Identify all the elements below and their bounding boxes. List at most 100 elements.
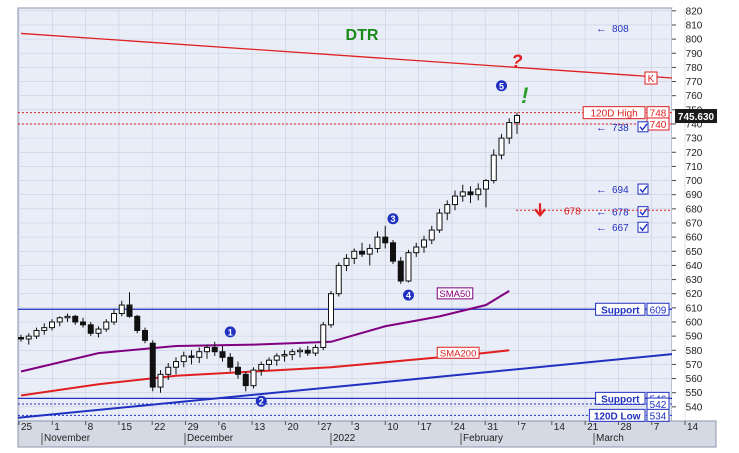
candle bbox=[173, 357, 179, 375]
plot-background bbox=[17, 7, 673, 422]
y-tick-label: 670 bbox=[686, 218, 703, 229]
candle bbox=[64, 313, 71, 322]
price-marker: ← 678 bbox=[596, 206, 649, 219]
y-tick-label: 640 bbox=[686, 261, 703, 272]
candle bbox=[111, 309, 117, 325]
level-value-box: 740 bbox=[646, 117, 670, 131]
level-label: 120D Low bbox=[588, 408, 646, 422]
candle bbox=[235, 361, 241, 379]
candle bbox=[118, 300, 125, 317]
svg-text:2: 2 bbox=[259, 397, 264, 407]
candle bbox=[312, 344, 319, 356]
candle bbox=[18, 334, 24, 342]
candle bbox=[366, 244, 373, 266]
svg-text:609: 609 bbox=[650, 305, 667, 316]
svg-text:738: 738 bbox=[612, 123, 629, 134]
svg-text:SMA200: SMA200 bbox=[440, 348, 476, 359]
candle bbox=[95, 326, 102, 338]
y-tick-label: 550 bbox=[686, 388, 703, 399]
y-tick-label: 630 bbox=[686, 275, 703, 286]
x-tick-label: 8 bbox=[88, 422, 94, 433]
candle bbox=[343, 254, 350, 272]
y-tick-label: 540 bbox=[686, 402, 703, 413]
svg-text:5: 5 bbox=[499, 81, 504, 91]
candle bbox=[413, 242, 420, 257]
y-tick-label: 680 bbox=[686, 204, 703, 215]
svg-text:808: 808 bbox=[612, 24, 629, 35]
trendline bbox=[20, 32, 673, 79]
down-arrow-icon bbox=[534, 203, 546, 217]
candle bbox=[335, 262, 342, 297]
y-tick-label: 820 bbox=[686, 6, 703, 17]
month-label: November bbox=[44, 433, 91, 444]
candle bbox=[188, 350, 195, 365]
candle bbox=[506, 118, 513, 144]
trendline-label: K bbox=[644, 71, 658, 85]
month-label: 2022 bbox=[333, 433, 356, 444]
svg-text:3: 3 bbox=[390, 214, 395, 224]
candle bbox=[165, 363, 172, 380]
candle bbox=[289, 348, 296, 361]
x-tick-label: 25 bbox=[21, 422, 33, 433]
y-tick-label: 580 bbox=[686, 346, 703, 357]
last-price-label: 745.630 bbox=[675, 109, 717, 124]
x-tick-label: 21 bbox=[587, 422, 599, 433]
x-tick-label: 3 bbox=[354, 422, 360, 433]
price-marker: ← 694 bbox=[596, 183, 649, 196]
y-tick-label: 600 bbox=[686, 317, 703, 328]
month-label: March bbox=[596, 433, 624, 444]
svg-text:694: 694 bbox=[612, 185, 629, 196]
y-tick-label: 760 bbox=[686, 91, 703, 102]
price-marker: ← 667 bbox=[596, 221, 649, 234]
candle bbox=[25, 333, 32, 345]
candle bbox=[328, 290, 334, 328]
month-label: February bbox=[463, 433, 503, 444]
level-label: Support bbox=[595, 302, 646, 316]
y-tick-label: 770 bbox=[686, 77, 703, 88]
candle bbox=[514, 112, 520, 134]
level-value-box: 609 bbox=[646, 302, 670, 316]
candle bbox=[359, 242, 365, 257]
wave-label: 1 bbox=[224, 326, 236, 338]
candle bbox=[250, 367, 257, 389]
x-tick-label: 27 bbox=[321, 422, 333, 433]
candle bbox=[49, 319, 55, 331]
y-tick-label: 700 bbox=[686, 176, 703, 187]
x-tick-label: 10 bbox=[387, 422, 399, 433]
candle bbox=[382, 225, 389, 249]
y-tick-label: 800 bbox=[686, 35, 703, 46]
level-value-box: 534 bbox=[646, 408, 670, 422]
candle bbox=[196, 347, 203, 364]
candle bbox=[405, 249, 412, 283]
candle bbox=[444, 200, 451, 221]
candle bbox=[33, 327, 40, 339]
svg-text:1: 1 bbox=[228, 327, 233, 337]
svg-text:120D Low: 120D Low bbox=[594, 411, 641, 422]
svg-text:←: ← bbox=[596, 222, 607, 234]
candle bbox=[436, 208, 443, 233]
svg-text:678: 678 bbox=[612, 208, 629, 219]
wave-labels: 1 2 3 4 5 bbox=[224, 80, 507, 407]
candle bbox=[134, 314, 141, 334]
candle bbox=[490, 149, 497, 184]
grid bbox=[18, 8, 686, 421]
candle bbox=[374, 231, 381, 253]
svg-text:←: ← bbox=[596, 184, 607, 196]
x-tick-label: 7 bbox=[654, 422, 660, 433]
y-tick-label: 590 bbox=[686, 332, 703, 343]
x-tick-label: 17 bbox=[421, 422, 433, 433]
candle bbox=[483, 179, 489, 208]
candle bbox=[467, 186, 474, 204]
candle bbox=[421, 235, 427, 253]
moving-average-line bbox=[20, 290, 510, 373]
candle bbox=[498, 133, 505, 160]
month-label: December bbox=[187, 433, 234, 444]
x-tick-label: 28 bbox=[620, 422, 632, 433]
svg-text:←: ← bbox=[596, 23, 607, 35]
candle bbox=[397, 256, 404, 284]
candle bbox=[304, 346, 311, 356]
x-tick-label: 31 bbox=[487, 422, 499, 433]
x-tick-label: 13 bbox=[254, 422, 266, 433]
y-tick-label: 560 bbox=[686, 374, 703, 385]
x-tick-label: 6 bbox=[221, 422, 227, 433]
